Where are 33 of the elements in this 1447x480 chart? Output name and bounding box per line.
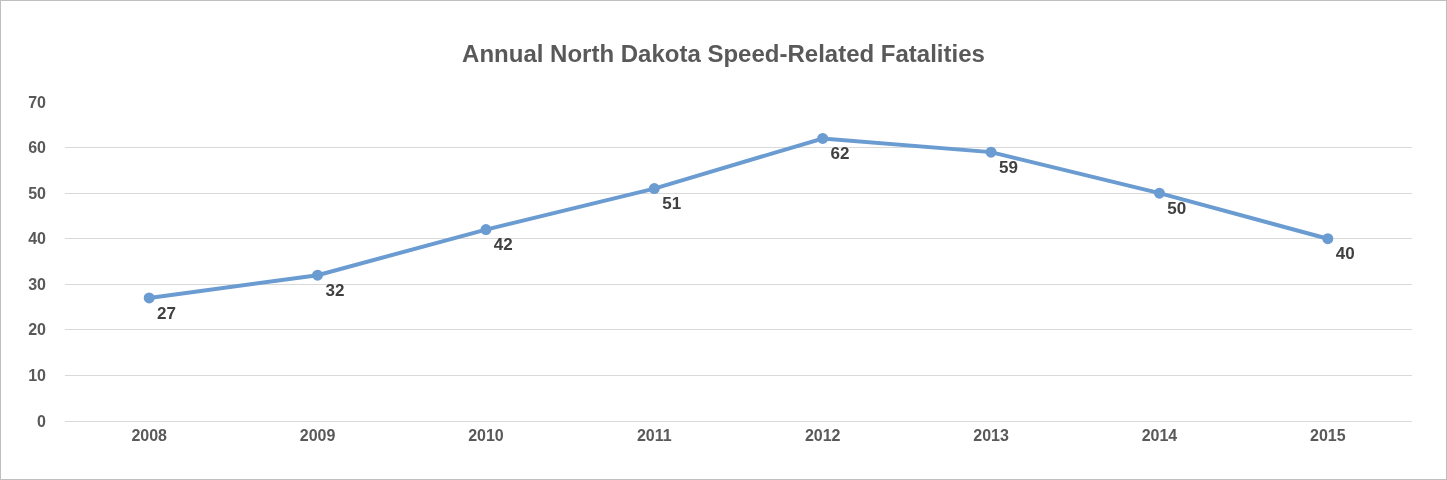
point: [312, 269, 324, 281]
x-tick-label: 2008: [131, 427, 168, 445]
y-tick-label: 0: [37, 412, 47, 430]
data-label: 50: [1167, 198, 1187, 218]
point: [1153, 187, 1165, 199]
data-label: 40: [1335, 244, 1355, 264]
x-tick-label: 2013: [973, 427, 1009, 445]
x-tick-label: 2015: [1310, 427, 1346, 445]
y-tick-label: 50: [28, 184, 47, 202]
y-tick-label: 60: [28, 139, 47, 157]
data-label: 27: [157, 303, 176, 323]
y-tick-label: 30: [28, 275, 47, 293]
data-label: 62: [830, 144, 850, 164]
y-tick-label: 70: [28, 93, 47, 111]
x-tick-label: 2012: [804, 427, 841, 445]
point: [648, 183, 660, 195]
data-label: 51: [662, 194, 682, 214]
y-tick-label: 20: [28, 321, 47, 339]
point: [480, 224, 492, 236]
x-tick-label: 2014: [1141, 427, 1178, 445]
data-label: 32: [325, 280, 345, 300]
data-label: 42: [493, 235, 513, 255]
point: [143, 292, 155, 304]
x-tick-label: 2009: [299, 427, 336, 445]
point: [1322, 233, 1334, 245]
point: [817, 132, 829, 144]
y-tick-label: 40: [28, 230, 47, 248]
x-tick-label: 2011: [636, 427, 672, 445]
y-tick-label: 10: [28, 367, 47, 385]
point: [985, 146, 997, 158]
x-tick-label: 2010: [468, 427, 504, 445]
data-label: 59: [998, 157, 1018, 177]
chart-title: Annual North Dakota Speed-Related Fatalities: [462, 39, 985, 67]
